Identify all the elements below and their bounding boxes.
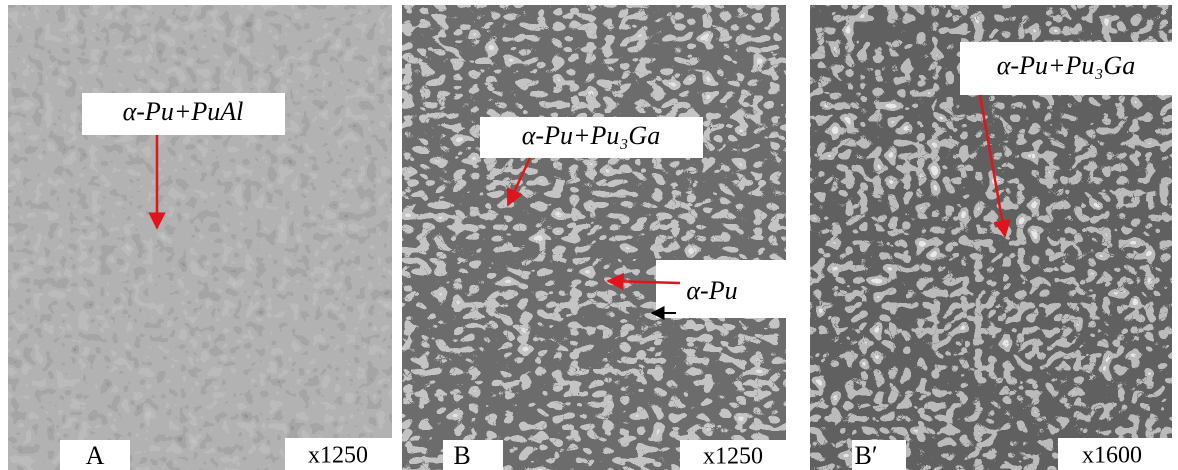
micrograph	[8, 5, 392, 470]
panel-label: B	[453, 441, 470, 470]
panel-label: A	[86, 441, 105, 470]
panel-label: B′	[854, 441, 877, 470]
magnification: x1250	[308, 443, 368, 469]
annotation: α-Pu+PuAl	[123, 97, 244, 126]
micrograph	[402, 5, 786, 470]
annotation: α-Pu+Pu₃Ga	[522, 121, 660, 150]
figure: α-Pu+PuAl A x1250 α-Pu+Pu₃Ga α-Pu B x125…	[0, 0, 1178, 470]
magnification: x1250	[703, 444, 763, 470]
magnification: x1600	[1082, 443, 1142, 469]
label-box	[443, 440, 503, 470]
annotation: α-Pu+Pu₃Ga	[997, 51, 1135, 80]
panel-b-prime: α-Pu+Pu₃Ga B′ x1600	[810, 5, 1172, 470]
page: α-Pu+PuAl A x1250 α-Pu+Pu₃Ga α-Pu B x125…	[0, 0, 1178, 470]
panel-b: α-Pu+Pu₃Ga α-Pu B x1250	[402, 5, 786, 470]
panel-a: α-Pu+PuAl A x1250	[8, 5, 392, 470]
annotation: α-Pu	[686, 276, 737, 305]
